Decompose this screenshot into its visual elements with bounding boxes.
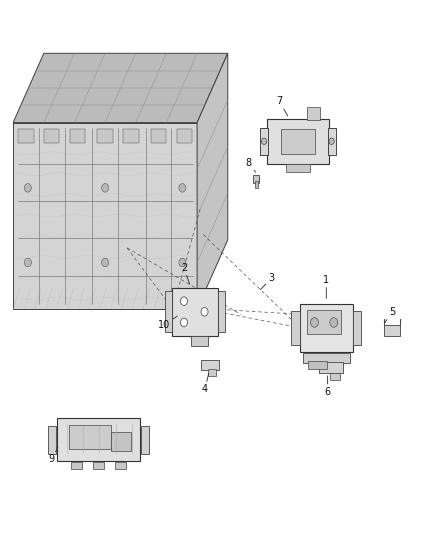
Bar — [44, 130, 60, 142]
Bar — [151, 130, 166, 142]
Text: 8: 8 — [246, 158, 255, 172]
Circle shape — [179, 183, 186, 192]
Text: 5: 5 — [385, 307, 395, 323]
Circle shape — [179, 258, 186, 266]
Bar — [48, 426, 56, 454]
Bar — [254, 181, 258, 188]
Bar — [208, 369, 216, 376]
Text: 4: 4 — [202, 373, 209, 394]
Text: 2: 2 — [181, 263, 190, 284]
Bar — [69, 425, 111, 449]
Bar — [218, 292, 225, 332]
Bar — [57, 418, 140, 461]
Bar — [319, 362, 343, 373]
Bar — [353, 311, 361, 344]
Bar — [253, 174, 259, 182]
Bar — [71, 462, 82, 469]
Bar — [201, 360, 219, 370]
Bar — [307, 107, 320, 120]
Bar — [111, 432, 131, 451]
Bar — [286, 164, 310, 172]
Bar — [141, 426, 149, 454]
Circle shape — [261, 138, 267, 144]
Text: 9: 9 — [49, 448, 58, 464]
Bar — [172, 288, 218, 336]
Bar — [177, 130, 192, 142]
Circle shape — [102, 258, 109, 266]
Polygon shape — [197, 53, 228, 309]
Bar — [267, 118, 328, 164]
Bar — [70, 130, 85, 142]
Circle shape — [180, 297, 187, 305]
Text: 1: 1 — [323, 275, 329, 298]
Bar — [384, 325, 400, 336]
Bar — [291, 311, 300, 344]
Polygon shape — [13, 123, 197, 309]
Bar — [123, 130, 138, 142]
Bar — [328, 127, 336, 155]
Bar — [300, 304, 353, 352]
Bar — [260, 127, 268, 155]
Bar — [165, 292, 172, 332]
Bar — [281, 129, 315, 154]
Bar — [115, 462, 126, 469]
Bar — [307, 310, 341, 335]
Text: 7: 7 — [276, 96, 288, 116]
Bar — [303, 353, 350, 363]
Polygon shape — [13, 53, 228, 123]
Bar — [97, 130, 113, 142]
Bar — [330, 373, 340, 380]
Bar — [18, 130, 34, 142]
Text: 6: 6 — [325, 376, 331, 397]
Bar — [93, 462, 104, 469]
Circle shape — [180, 318, 187, 327]
Text: 10: 10 — [158, 316, 177, 330]
Circle shape — [25, 258, 32, 266]
Circle shape — [102, 183, 109, 192]
Bar — [307, 361, 328, 369]
Circle shape — [329, 138, 334, 144]
Circle shape — [25, 183, 32, 192]
Bar — [191, 336, 208, 346]
Circle shape — [201, 308, 208, 316]
Circle shape — [311, 318, 318, 327]
Circle shape — [330, 318, 338, 327]
Text: 3: 3 — [260, 273, 275, 289]
